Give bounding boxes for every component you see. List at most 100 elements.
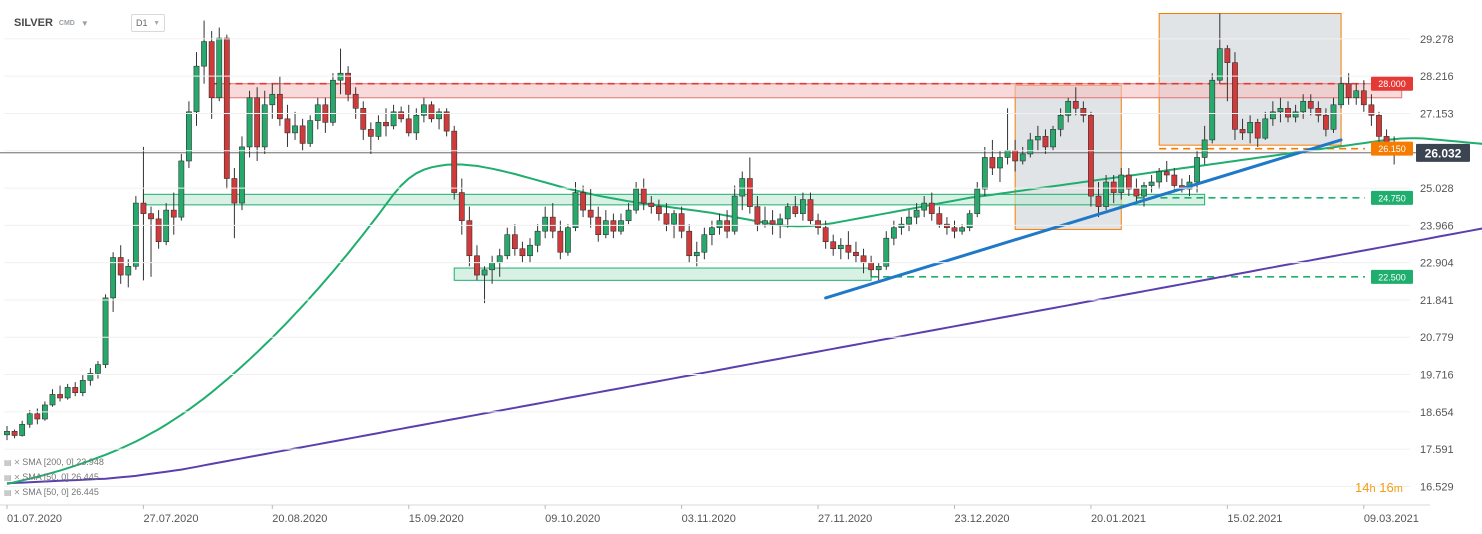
bull-candle xyxy=(481,269,488,276)
bear-candle xyxy=(936,213,943,225)
level-tag-label: 28.000 xyxy=(1378,79,1406,89)
bull-candle xyxy=(906,216,912,225)
bear-candle xyxy=(276,93,283,120)
bear-candle xyxy=(284,118,291,134)
level-tags: 28.000 26.150 24.750 22.500 26.032 xyxy=(1371,76,1470,284)
x-tick-label: 01.07.2020 xyxy=(7,513,62,525)
bear-candle xyxy=(868,262,875,271)
bull-candle xyxy=(1156,171,1163,183)
settings-icon[interactable]: ▤ xyxy=(4,488,12,497)
bear-candle xyxy=(223,37,230,179)
bull-candle xyxy=(1118,174,1125,193)
bull-candle xyxy=(1338,83,1344,106)
bull-candle xyxy=(739,178,746,197)
bull-candle xyxy=(87,373,94,381)
bull-candle xyxy=(883,237,890,267)
bear-candle xyxy=(405,118,412,134)
bear-candle xyxy=(1376,115,1382,137)
bull-candle xyxy=(1216,48,1223,81)
bull-candle xyxy=(618,220,624,232)
bull-candle xyxy=(997,157,1003,169)
bull-candle xyxy=(1330,104,1337,130)
bear-candle xyxy=(474,255,480,276)
bull-candle xyxy=(1209,79,1216,141)
x-tick-label: 15.09.2020 xyxy=(409,513,464,525)
bear-candle xyxy=(443,111,450,132)
indicator-row[interactable]: ▤ ✕ SMA [50, 0] 26.445 xyxy=(4,470,104,485)
timeframe-label: D1 xyxy=(136,18,148,28)
timer-minutes-unit: m xyxy=(1393,483,1403,495)
x-tick-label: 15.02.2021 xyxy=(1227,513,1282,525)
timeframe-selector[interactable]: D1 ▼ xyxy=(131,14,165,32)
bull-candle xyxy=(489,262,496,271)
symbol-selector[interactable]: SILVER CMD ▼ xyxy=(14,14,89,32)
bull-candle xyxy=(125,265,132,276)
bear-candle xyxy=(1171,174,1178,186)
bear-candle xyxy=(11,430,18,436)
indicator-row[interactable]: ▤ ✕ SMA [50, 0] 26.445 xyxy=(4,485,104,500)
bull-candle xyxy=(110,257,117,299)
bear-candle xyxy=(724,220,730,232)
bull-candle xyxy=(527,244,533,257)
settings-icon[interactable]: ▤ xyxy=(4,473,12,482)
trendline[interactable] xyxy=(824,138,1343,300)
timer-hours: 14 xyxy=(1355,480,1370,495)
timer-hours-unit: h xyxy=(1369,483,1376,495)
bear-candle xyxy=(383,122,389,127)
timer-minutes: 16 xyxy=(1379,480,1394,495)
bull-candle xyxy=(269,93,276,106)
bear-candle xyxy=(519,248,526,257)
close-icon[interactable]: ✕ xyxy=(13,488,21,497)
bull-candle xyxy=(1353,90,1360,99)
close-icon[interactable]: ✕ xyxy=(13,458,21,467)
bull-candle xyxy=(701,234,708,253)
bear-candle xyxy=(1012,150,1019,162)
y-tick-label: 22.904 xyxy=(1420,258,1454,270)
bull-candle xyxy=(79,380,86,393)
indicator-label: SMA [200, 0] 23.948 xyxy=(22,457,104,467)
bear-candle xyxy=(72,387,79,393)
x-tick-label: 20.01.2021 xyxy=(1091,513,1146,525)
indicator-label: SMA [50, 0] 26.445 xyxy=(22,472,99,482)
level-tag-28.000 xyxy=(1371,76,1413,91)
bull-candle xyxy=(178,160,185,218)
bear-candle xyxy=(830,241,837,250)
bear-candle xyxy=(640,188,647,204)
bear-candle xyxy=(466,220,473,257)
close-icon[interactable]: ✕ xyxy=(13,473,21,482)
bull-candle xyxy=(534,230,541,246)
bull-candle xyxy=(193,65,200,113)
moving-averages xyxy=(6,137,1482,485)
bull-candle xyxy=(837,244,844,250)
settings-icon[interactable]: ▤ xyxy=(4,458,12,467)
bull-candle xyxy=(49,394,56,406)
bear-candle xyxy=(360,108,367,130)
x-axis: 01.07.2020 27.07.2020 20.08.2020 15.09.2020… xyxy=(0,504,1430,525)
bull-candle xyxy=(1247,122,1254,134)
bear-candle xyxy=(595,216,602,235)
bear-candle xyxy=(792,206,799,214)
bull-candle xyxy=(420,104,427,116)
sma-50-line xyxy=(6,137,1482,485)
bull-candle xyxy=(572,192,579,228)
resistance-zone xyxy=(211,83,1403,99)
chevron-down-icon: ▼ xyxy=(153,19,160,27)
bear-candle xyxy=(845,244,852,253)
bull-candle xyxy=(132,202,139,267)
x-tick-label: 09.10.2020 xyxy=(545,513,600,525)
bull-candle xyxy=(504,234,511,257)
bull-candle xyxy=(1004,150,1011,158)
y-axis: 29.27828.21627.15326.09125.02823.96622.9… xyxy=(4,34,1454,493)
indicator-row[interactable]: ▤ ✕ SMA [200, 0] 23.948 xyxy=(4,455,104,470)
x-tick-label: 27.11.2020 xyxy=(818,513,872,525)
bear-candle xyxy=(1095,195,1102,207)
bull-candle xyxy=(163,209,170,243)
y-tick-label: 23.966 xyxy=(1420,220,1454,232)
bull-candle xyxy=(731,195,738,232)
chevron-down-icon: ▼ xyxy=(80,18,89,28)
bull-candle xyxy=(762,220,768,225)
bear-candle xyxy=(345,72,351,95)
bull-candle xyxy=(784,206,791,220)
sma-200-line xyxy=(6,227,1482,485)
